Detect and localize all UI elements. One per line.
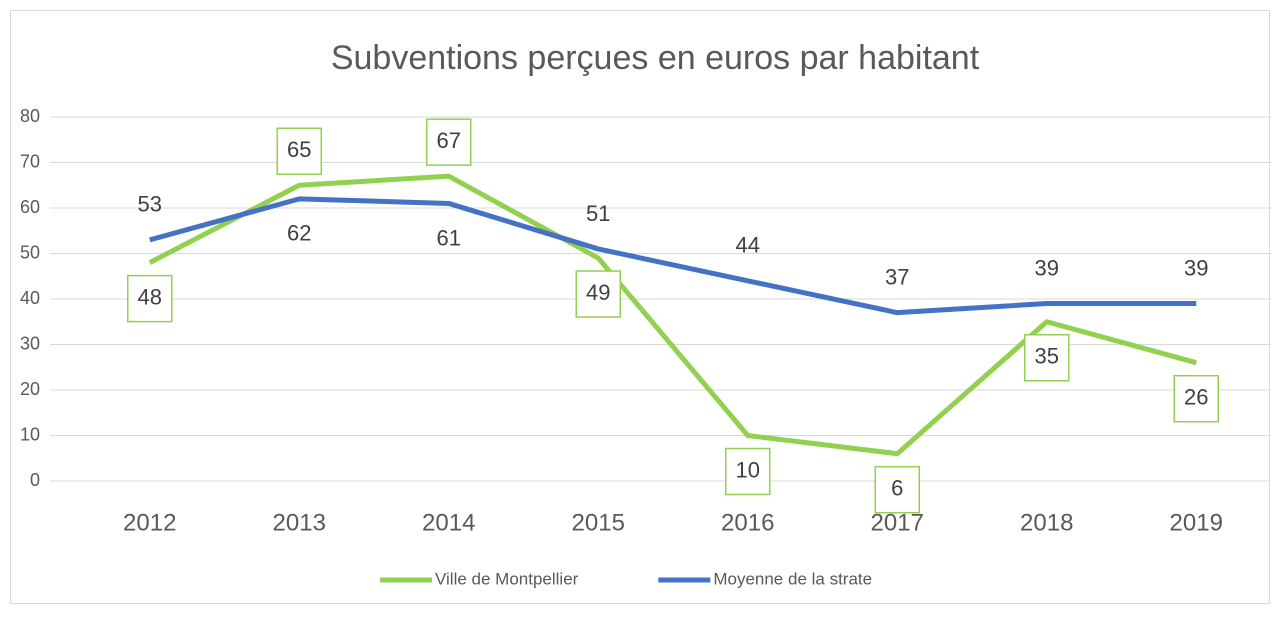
y-tick-label: 0 (30, 470, 40, 490)
y-tick-label: 60 (20, 197, 40, 217)
data-label: 49 (586, 280, 610, 305)
y-tick-label: 10 (20, 424, 40, 444)
data-label-box (426, 118, 472, 166)
chart-title: Subventions perçues en euros par habitan… (331, 39, 980, 77)
y-tick-label: 30 (20, 333, 40, 353)
x-tick-label: 2018 (1020, 509, 1073, 536)
y-tick-label: 50 (20, 242, 40, 262)
data-label: 53 (138, 192, 162, 217)
data-label: 6 (891, 476, 903, 501)
data-label: 48 (138, 284, 162, 309)
data-label: 51 (586, 201, 610, 226)
x-tick-label: 2013 (273, 509, 326, 536)
data-label: 67 (437, 128, 461, 153)
y-tick-label: 80 (20, 106, 40, 126)
legend-label: Ville de Montpellier (435, 569, 579, 588)
y-tick-label: 70 (20, 151, 40, 171)
x-tick-label: 2014 (422, 509, 475, 536)
series-line (149, 196, 1197, 316)
data-label: 61 (437, 225, 461, 250)
y-tick-label: 40 (20, 288, 40, 308)
x-tick-label: 2015 (572, 509, 625, 536)
data-label: 39 (1035, 255, 1059, 280)
x-tick-label: 2012 (123, 509, 176, 536)
series-line (148, 173, 1197, 457)
data-label-box (1173, 374, 1219, 423)
x-tick-label: 2019 (1170, 509, 1223, 536)
data-label: 37 (885, 264, 909, 289)
data-label-box (575, 270, 621, 318)
data-label-box (1024, 334, 1070, 382)
data-label-box (874, 465, 920, 514)
data-label-box (127, 274, 173, 323)
data-label: 26 (1184, 385, 1208, 410)
data-label: 65 (287, 137, 311, 162)
data-label: 10 (736, 457, 760, 482)
data-label: 39 (1184, 255, 1208, 280)
data-label: 62 (287, 221, 311, 246)
data-label-box (725, 447, 771, 496)
legend-label: Moyenne de la strate (713, 569, 872, 588)
data-label: 35 (1035, 344, 1059, 369)
data-label: 44 (736, 233, 760, 258)
x-tick-label: 2016 (721, 509, 774, 536)
data-label-box (276, 127, 322, 175)
x-tick-label: 2017 (871, 509, 924, 536)
y-tick-label: 20 (20, 379, 40, 399)
